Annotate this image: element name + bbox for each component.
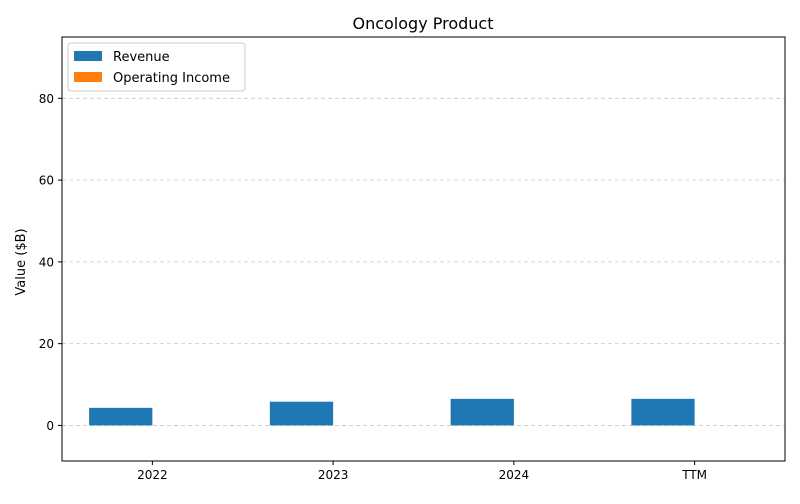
y-tick-label: 80 bbox=[39, 92, 54, 106]
bars bbox=[89, 398, 695, 426]
bar-revenue-2023 bbox=[269, 401, 334, 426]
y-tick-label: 40 bbox=[39, 255, 54, 269]
legend-frame bbox=[67, 42, 246, 92]
tick-labels: 0 20 40 60 80 2022 2023 2024 TTM bbox=[39, 92, 707, 482]
x-tick-label: 2024 bbox=[499, 468, 530, 482]
bar-revenue-ttm bbox=[631, 398, 695, 426]
legend-swatch-revenue bbox=[74, 51, 102, 61]
y-tick-label: 0 bbox=[46, 419, 54, 433]
legend-swatch-operating-income bbox=[74, 72, 102, 82]
y-tick-label: 20 bbox=[39, 337, 54, 351]
x-tick-label: 2023 bbox=[318, 468, 349, 482]
bar-revenue-2022 bbox=[89, 407, 153, 426]
legend: Revenue Operating Income bbox=[67, 42, 246, 92]
legend-label-operating-income: Operating Income bbox=[113, 71, 230, 86]
legend-label-revenue: Revenue bbox=[113, 50, 170, 65]
chart-title: Oncology Product bbox=[352, 14, 493, 33]
x-tick-label: 2022 bbox=[137, 468, 168, 482]
bar-revenue-2024 bbox=[450, 398, 514, 426]
axes-frame bbox=[61, 36, 786, 462]
y-tick-label: 60 bbox=[39, 174, 54, 188]
x-tick-label: TTM bbox=[681, 468, 707, 482]
axes bbox=[61, 36, 786, 462]
y-axis-label: Value ($B) bbox=[14, 228, 29, 295]
